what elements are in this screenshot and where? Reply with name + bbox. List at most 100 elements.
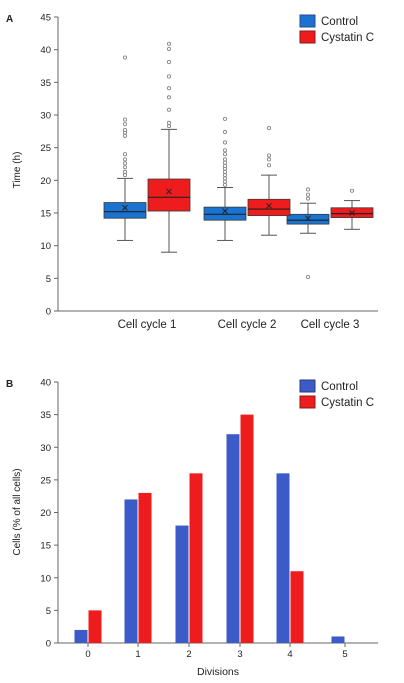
category-label-cell-cycle-3: Cell cycle 3 [301, 319, 360, 331]
y-tick-label: 25 [40, 143, 51, 154]
legend-swatch-control [299, 14, 316, 28]
box-control-cell-cycle-2 [203, 116, 247, 241]
mean-marker [266, 202, 272, 209]
mean-marker [349, 210, 355, 216]
outlier-point [122, 152, 128, 157]
outlier-point [166, 107, 172, 112]
outlier-point [122, 165, 128, 170]
y-tick-label: 25 [40, 475, 51, 486]
mean-marker [166, 188, 172, 195]
outlier-point [166, 95, 172, 100]
outlier-point [266, 163, 272, 168]
box-iqr [286, 213, 330, 225]
outlier-point [166, 46, 172, 52]
y-tick-label: 20 [40, 176, 51, 187]
outlier-point [166, 74, 172, 79]
outlier-point [305, 274, 311, 280]
x-tick-label-5: 5 [342, 649, 347, 660]
panel-a-letter: A [6, 14, 13, 25]
legend-swatch-control-b [299, 379, 316, 393]
outlier-point [222, 160, 228, 165]
bar-control-3 [226, 434, 240, 643]
box-cystatin-c-cell-cycle-3 [330, 188, 374, 230]
outlier-point [305, 196, 311, 201]
box-cystatin-c-cell-cycle-2 [247, 126, 291, 236]
legend-label-control-b: Control [321, 381, 358, 393]
outlier-point [222, 169, 228, 174]
box-cystatin-c-cell-cycle-1 [147, 41, 191, 253]
outlier-point [222, 173, 228, 178]
outlier-point [222, 129, 228, 135]
panel-a-category-labels: Cell cycle 1 Cell cycle 2 Cell cycle 3 [118, 319, 360, 331]
category-label-cell-cycle-2: Cell cycle 2 [218, 319, 277, 331]
y-tick-label: 0 [46, 639, 51, 650]
outlier-point [305, 187, 311, 192]
y-tick-label: 10 [40, 573, 51, 584]
y-tick-label: 35 [40, 78, 51, 89]
y-tick-label: 5 [46, 606, 51, 617]
panel-b-legend: Control Cystatin C [299, 379, 374, 409]
outlier-point [122, 169, 128, 174]
outlier-point [122, 161, 128, 166]
bar-cystatin-c-4 [290, 571, 304, 643]
outlier-point [122, 157, 128, 162]
outlier-point [222, 182, 228, 187]
outlier-point [122, 122, 128, 127]
bar-control-5 [331, 636, 345, 643]
x-tick-label-0: 0 [85, 649, 90, 660]
box-iqr [147, 178, 191, 212]
panel-a-boxes [103, 41, 374, 280]
x-tick-label-3: 3 [237, 649, 242, 660]
outlier-point [222, 140, 228, 145]
panel-b-category-labels: 0 1 2 3 4 5 [85, 643, 348, 660]
outlier-point [222, 116, 228, 121]
panel-b-bars [74, 414, 345, 643]
y-tick-label: 30 [40, 111, 51, 122]
outlier-point [122, 127, 128, 133]
y-tick-label: 5 [46, 274, 51, 285]
panel-a-y-axis-label: Time (h) [12, 152, 23, 189]
outlier-point [222, 163, 228, 169]
x-tick-label-4: 4 [287, 649, 292, 660]
box-control-cell-cycle-3 [286, 187, 330, 280]
legend-label-cystatin-c: Cystatin C [321, 32, 374, 44]
outlier-point [222, 148, 228, 153]
panel-a-legend: Control Cystatin C [299, 14, 374, 44]
category-label-cell-cycle-1: Cell cycle 1 [118, 319, 177, 331]
legend-label-control: Control [321, 16, 358, 28]
panel-b-bar-chart: B Cells (% of all cells) 051015202530354… [6, 378, 378, 678]
box-iqr [203, 206, 247, 221]
outlier-point [222, 157, 228, 162]
bar-cystatin-c-2 [189, 473, 203, 643]
outlier-point [222, 179, 228, 184]
mean-marker [222, 208, 228, 214]
bar-cystatin-c-0 [88, 610, 102, 643]
panel-a-box-plot: A Time (h) 0 5 10 15 20 25 30 35 40 45 Cell cycle… [6, 13, 378, 331]
outlier-point [222, 176, 228, 181]
outlier-point [122, 173, 128, 178]
bar-cystatin-c-1 [138, 492, 152, 643]
y-tick-label: 0 [46, 307, 51, 318]
y-tick-label: 15 [40, 209, 51, 220]
mean-marker [305, 215, 311, 222]
bar-control-0 [74, 629, 88, 643]
y-tick-label: 15 [40, 541, 51, 552]
outlier-point [222, 152, 228, 157]
panel-b-y-axis-label: Cells (% of all cells) [12, 468, 23, 555]
y-tick-label: 30 [40, 443, 51, 454]
y-tick-label: 40 [40, 378, 51, 389]
mean-marker [122, 204, 128, 211]
legend-swatch-cystatin-c-b [299, 395, 316, 409]
y-tick-label: 45 [40, 13, 51, 24]
bar-control-2 [175, 525, 189, 643]
y-tick-label: 40 [40, 45, 51, 56]
outlier-point [266, 153, 272, 158]
panel-b-x-axis-label: Divisions [197, 666, 239, 678]
legend-label-cystatin-c-b: Cystatin C [321, 397, 374, 409]
outlier-point [122, 55, 128, 60]
box-iqr [247, 198, 291, 217]
legend-swatch-cystatin-c [299, 30, 316, 44]
outlier-point [166, 86, 172, 91]
outlier-point [266, 157, 272, 162]
